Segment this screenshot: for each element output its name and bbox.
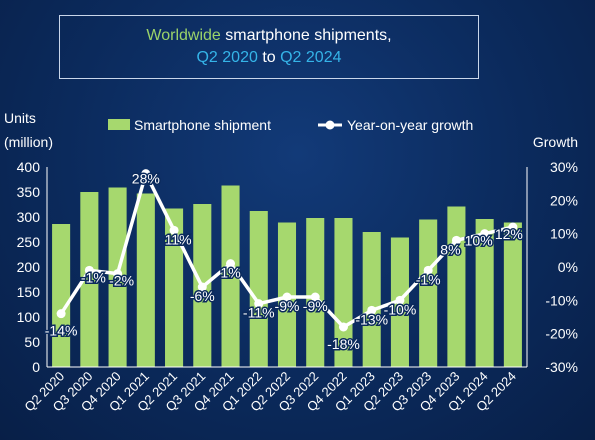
y-right-title: Growth xyxy=(533,134,578,150)
y-right-tick-label: 30% xyxy=(550,159,578,175)
data-label-growth: 10% xyxy=(465,233,493,249)
y-right-tick-label: -10% xyxy=(545,292,578,308)
bar-shipment xyxy=(80,192,99,367)
title-highlight-end: Q2 2024 xyxy=(280,49,342,66)
title-highlight-start: Q2 2020 xyxy=(196,49,258,66)
y-left-tick-label: 300 xyxy=(17,209,41,225)
chart-title-line-2: Q2 2020 to Q2 2024 xyxy=(196,47,341,69)
point-growth xyxy=(508,222,518,232)
point-growth xyxy=(282,292,292,302)
point-growth xyxy=(395,295,405,305)
y-right-tick-label: 20% xyxy=(550,192,578,208)
data-label-growth: -2% xyxy=(109,273,134,289)
y-left-title-million: (million) xyxy=(4,134,53,150)
data-label-growth: 8% xyxy=(440,241,460,257)
bar-shipment xyxy=(165,208,184,367)
bar-shipment xyxy=(221,185,240,367)
point-growth xyxy=(254,299,264,309)
point-growth xyxy=(338,322,348,332)
bar-shipment xyxy=(419,219,438,367)
bar-shipment xyxy=(249,211,268,367)
y-right-tick-label: 0% xyxy=(558,259,578,275)
y-left-tick-label: 0 xyxy=(32,359,40,375)
data-label-growth: -10% xyxy=(384,301,417,317)
legend-swatch-shipment xyxy=(108,119,130,130)
data-label-growth: 12% xyxy=(495,226,523,242)
title-text-to: to xyxy=(257,49,281,66)
point-growth xyxy=(56,309,66,319)
y-left-tick-label: 250 xyxy=(17,234,41,250)
legend-label-shipment: Smartphone shipment xyxy=(134,117,271,133)
point-growth xyxy=(423,265,433,275)
bar-shipment xyxy=(334,218,353,367)
data-label-growth: -11% xyxy=(243,305,275,321)
bar-shipment xyxy=(503,222,522,367)
y-left-tick-label: 150 xyxy=(17,284,41,300)
data-label-growth: -18% xyxy=(327,336,360,352)
point-growth xyxy=(367,305,377,315)
chart-title-box: Worldwide smartphone shipments, Q2 2020 … xyxy=(59,15,479,79)
point-growth xyxy=(141,169,151,179)
legend-marker-growth xyxy=(325,120,335,130)
data-label-growth: 11% xyxy=(165,231,192,247)
y-right-tick-label: 10% xyxy=(550,226,578,242)
data-label-growth: -1% xyxy=(416,271,441,287)
data-label-growth: -14% xyxy=(45,323,78,339)
data-label-growth: 28% xyxy=(132,171,160,187)
legend-label-growth: Year-on-year growth xyxy=(347,117,473,133)
y-left-tick-label: 350 xyxy=(17,184,41,200)
data-label-growth: 1% xyxy=(220,265,240,281)
title-highlight-worldwide: Worldwide xyxy=(146,27,221,44)
point-growth xyxy=(197,282,207,292)
data-label-growth: -9% xyxy=(303,298,328,314)
title-text-shipments: smartphone shipments, xyxy=(220,27,392,44)
y-left-title-units: Units xyxy=(4,110,36,126)
point-growth xyxy=(113,269,123,279)
y-right-tick-label: -20% xyxy=(545,326,578,342)
point-growth xyxy=(480,229,490,239)
chart-title-line-1: Worldwide smartphone shipments, xyxy=(146,25,391,47)
point-growth xyxy=(84,265,94,275)
y-left-tick-label: 200 xyxy=(17,259,41,275)
bar-shipment xyxy=(475,219,494,367)
data-label-growth: -6% xyxy=(190,288,215,304)
data-label-growth: -1% xyxy=(81,269,106,285)
y-right-tick-label: -30% xyxy=(545,359,578,375)
point-growth xyxy=(451,235,461,245)
point-growth xyxy=(310,292,320,302)
point-growth xyxy=(226,259,236,269)
point-growth xyxy=(169,225,179,235)
y-left-tick-label: 50 xyxy=(24,334,40,350)
y-left-tick-label: 400 xyxy=(17,159,41,175)
y-left-tick-label: 100 xyxy=(17,309,41,325)
bar-shipment xyxy=(52,224,71,367)
data-label-growth: -9% xyxy=(275,298,300,314)
bar-shipment xyxy=(362,232,381,367)
bar-shipment xyxy=(136,193,155,367)
bar-shipment xyxy=(447,206,466,367)
data-label-growth: -13% xyxy=(355,311,388,327)
